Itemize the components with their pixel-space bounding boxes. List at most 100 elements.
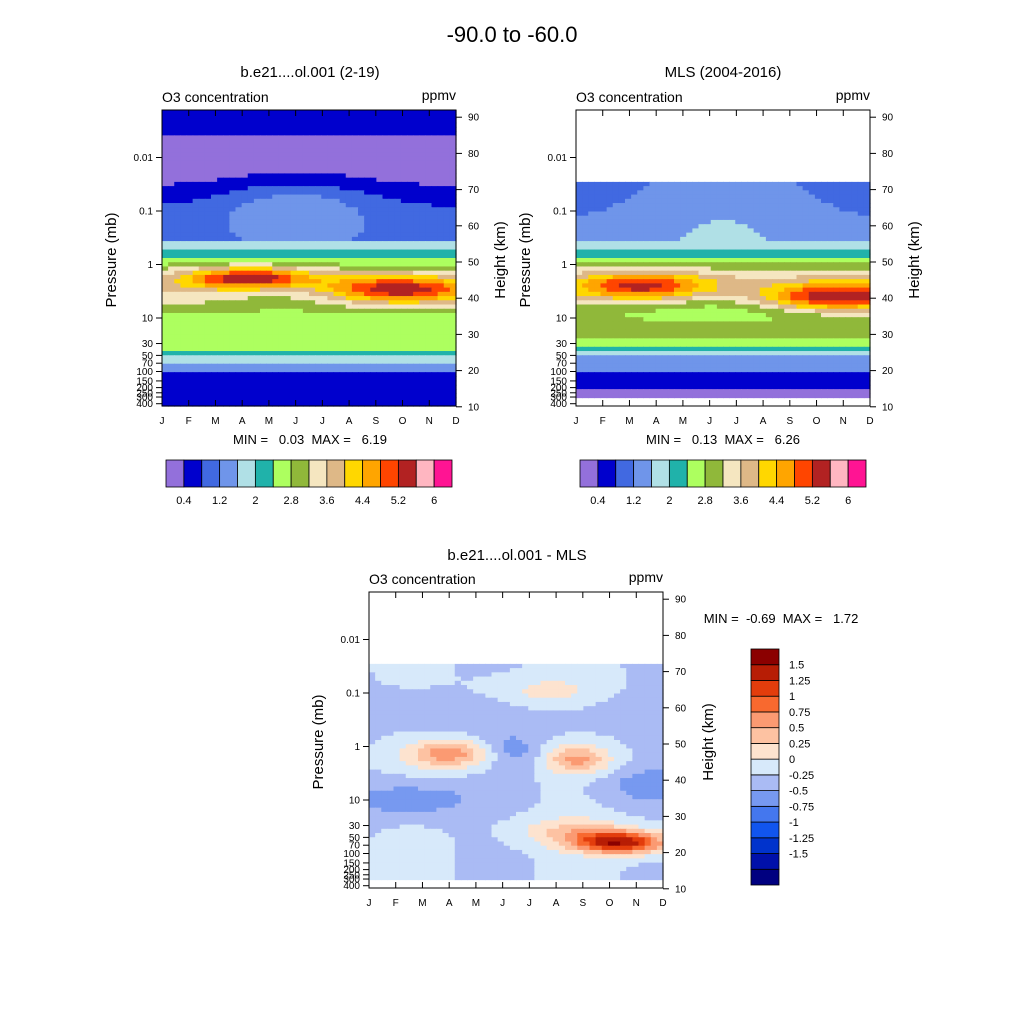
field-cell (297, 313, 304, 318)
field-cell (852, 266, 859, 271)
field-cell (784, 279, 791, 284)
field-cell (199, 347, 206, 352)
field-cell (199, 250, 206, 255)
field-cell (594, 271, 601, 276)
field-cell (285, 330, 292, 335)
field-cell (352, 182, 359, 187)
field-cell (254, 224, 261, 229)
field-cell (389, 203, 396, 208)
field-cell (199, 296, 206, 301)
field-cell (242, 148, 249, 153)
field-cell (858, 199, 865, 204)
field-cell (340, 385, 347, 390)
field-cell (199, 211, 206, 216)
field-cell (625, 292, 632, 297)
field-cell (419, 271, 426, 276)
field-cell (223, 186, 230, 191)
field-cell (846, 305, 853, 310)
field-cell (668, 271, 675, 276)
field-cell (266, 271, 273, 276)
field-cell (272, 131, 279, 136)
field-cell (285, 114, 292, 119)
field-cell (803, 288, 810, 293)
field-cell (601, 258, 608, 263)
field-cell (193, 292, 200, 297)
field-cell (315, 237, 322, 242)
field-cell (438, 228, 445, 233)
field-cell (211, 199, 218, 204)
field-cell (242, 330, 249, 335)
field-cell (346, 216, 353, 221)
field-cell (260, 279, 267, 284)
field-cell (266, 313, 273, 318)
field-cell (370, 233, 377, 238)
field-cell (389, 157, 396, 162)
field-cell (352, 169, 359, 174)
y-tick-label: 30 (142, 339, 154, 350)
field-cell (174, 148, 181, 153)
field-cell (705, 228, 712, 233)
field-cell (327, 359, 334, 364)
field-cell (248, 368, 255, 373)
field-cell (809, 237, 816, 242)
field-cell (705, 224, 712, 229)
field-cell (297, 161, 304, 166)
field-cell (168, 296, 175, 301)
field-cell (303, 258, 310, 263)
field-cell (205, 266, 212, 271)
field-cell (601, 288, 608, 293)
field-cell (754, 195, 761, 200)
field-cell (254, 309, 261, 314)
field-cell (254, 317, 261, 322)
field-cell (340, 199, 347, 204)
field-cell (285, 305, 292, 310)
field-cell (438, 157, 445, 162)
field-cell (643, 288, 650, 293)
field-cell (229, 148, 236, 153)
field-cell (180, 220, 187, 225)
field-cell (401, 338, 408, 343)
field-cell (772, 283, 779, 288)
field-cell (425, 266, 432, 271)
field-cell (444, 220, 451, 225)
field-cell (705, 305, 712, 310)
field-cell (248, 389, 255, 394)
field-cell (254, 381, 261, 386)
field-cell (272, 157, 279, 162)
field-cell (266, 359, 273, 364)
field-cell (729, 233, 736, 238)
field-cell (334, 199, 341, 204)
field-cell (852, 254, 859, 259)
field-cell (668, 199, 675, 204)
field-cell (217, 169, 224, 174)
field-cell (229, 123, 236, 128)
field-cell (248, 245, 255, 250)
field-cell (686, 211, 693, 216)
field-cell (272, 182, 279, 187)
field-cell (370, 135, 377, 140)
field-cell (315, 359, 322, 364)
field-cell (174, 330, 181, 335)
field-cell (266, 233, 273, 238)
field-cell (717, 296, 724, 301)
field-cell (650, 300, 657, 305)
field-cell (717, 207, 724, 212)
field-cell (242, 173, 249, 178)
field-cell (419, 305, 426, 310)
field-cell (309, 250, 316, 255)
field-cell (211, 148, 218, 153)
field-cell (309, 305, 316, 310)
field-cell (821, 283, 828, 288)
field-cell (705, 241, 712, 246)
field-cell (401, 266, 408, 271)
field-cell (613, 296, 620, 301)
field-cell (285, 216, 292, 221)
field-cell (839, 288, 846, 293)
field-cell (327, 211, 334, 216)
field-cell (278, 359, 285, 364)
field-cell (625, 190, 632, 195)
field-cell (784, 271, 791, 276)
field-cell (327, 144, 334, 149)
field-cell (680, 266, 687, 271)
field-cell (334, 245, 341, 250)
